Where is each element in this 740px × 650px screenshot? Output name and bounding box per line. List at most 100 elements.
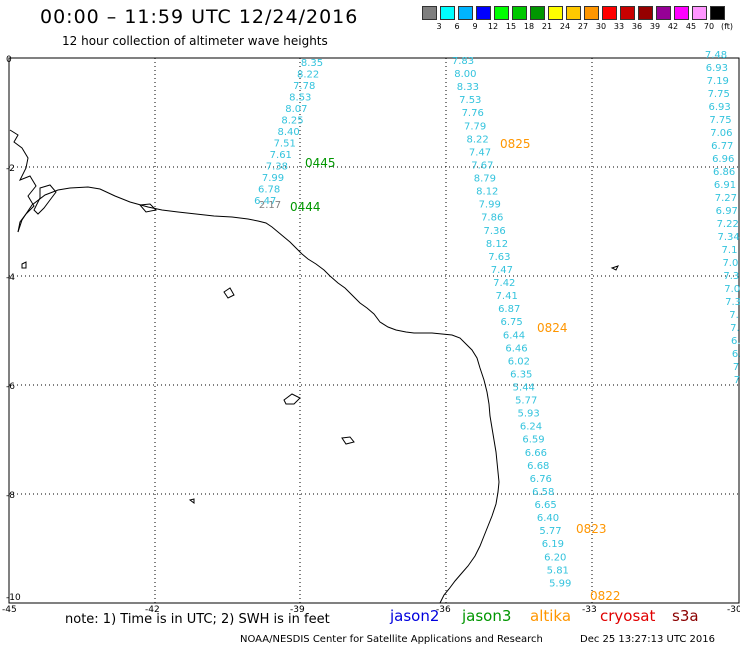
island-1	[223, 287, 235, 299]
swh-value: 8.53	[289, 93, 311, 104]
swh-value: 8.79	[474, 174, 496, 185]
satellite-legend-s3a: s3a	[672, 607, 699, 625]
swh-value: 7.41	[496, 291, 518, 302]
grid-lines	[9, 58, 739, 603]
scale-swatch	[548, 6, 563, 20]
map-subtitle: 12 hour collection of altimeter wave hei…	[62, 34, 328, 48]
swh-value: 5.81	[547, 565, 569, 576]
bay-islands	[33, 184, 158, 215]
swh-value: 5.99	[549, 578, 571, 589]
swh-value: 7.	[733, 362, 740, 373]
lat-label: -10	[6, 593, 21, 603]
swh-value: 8.12	[486, 239, 508, 250]
swh-value: 8.22	[297, 70, 319, 81]
swh-value: 6.47	[254, 196, 276, 207]
note-text: note: 1) Time is in UTC; 2) SWH is in fe…	[65, 612, 330, 627]
altimeter-tracks: 8.358.227.788.538.078.258.407.517.617.38…	[254, 50, 740, 589]
axis-labels: 0 -2 -4 -6 -8 -10 -45 -42 -39 -36 -33 -30	[2, 55, 740, 615]
scale-swatch	[458, 6, 473, 20]
swh-value: 7.99	[479, 200, 501, 211]
island-4	[188, 498, 195, 504]
swh-value: 7.3	[725, 297, 740, 308]
island-5	[610, 265, 619, 271]
swh-value: 7.79	[464, 121, 486, 132]
swh-value: 6.35	[510, 369, 532, 380]
swh-value: 7.47	[469, 147, 491, 158]
swh-value: 7.	[729, 310, 739, 321]
swh-value: 7.86	[481, 213, 503, 224]
swh-value: 8.12	[476, 187, 498, 198]
scale-label: 42	[667, 22, 679, 31]
scale-label: 39	[649, 22, 661, 31]
scale-swatch	[584, 6, 599, 20]
swh-value: 7.06	[710, 128, 732, 139]
scale-label: 12	[487, 22, 499, 31]
scale-label: 24	[559, 22, 571, 31]
swh-value: 8.25	[281, 116, 303, 127]
swh-value: 6.59	[522, 435, 544, 446]
scale-swatch	[422, 6, 437, 20]
satellite-legend-jason3: jason3	[462, 607, 512, 625]
swh-value: 6.75	[500, 317, 522, 328]
scale-label: 45	[685, 22, 697, 31]
scale-swatch	[692, 6, 707, 20]
scale-label: 36	[631, 22, 643, 31]
lat-label: -6	[6, 382, 15, 392]
swh-value: 7.42	[493, 278, 515, 289]
swh-value: 8.00	[454, 69, 476, 80]
scale-label: 21	[541, 22, 553, 31]
swh-value: 6.96	[712, 154, 734, 165]
swh-value: 6.	[732, 349, 740, 360]
credit-text: NOAA/NESDIS Center for Satellite Applica…	[240, 634, 543, 645]
island-3	[341, 436, 355, 445]
swh-value: 7.67	[471, 161, 493, 172]
lat-label: -2	[6, 164, 15, 174]
swh-value: 6.68	[527, 461, 549, 472]
swh-value: 8.22	[466, 134, 488, 145]
lon-label: -39	[290, 605, 305, 615]
scale-swatch	[530, 6, 545, 20]
swh-value: 6.76	[530, 474, 552, 485]
scale-swatch	[674, 6, 689, 20]
pass-time-label: 0824	[537, 321, 568, 335]
scale-label: 9	[472, 22, 478, 31]
scale-label: (ft)	[720, 22, 734, 31]
scale-swatch	[476, 6, 491, 20]
pass-time-label: 0825	[500, 137, 531, 151]
scale-label: 70	[703, 22, 715, 31]
swh-value: 6.93	[706, 63, 728, 74]
swh-value: 7.51	[274, 139, 296, 150]
lat-label: -8	[6, 491, 15, 501]
scale-label: 33	[613, 22, 625, 31]
swh-value: 5.44	[513, 383, 535, 394]
map-frame	[8, 57, 740, 604]
swh-value: 7.36	[483, 226, 505, 237]
swh-value: 7.	[734, 375, 740, 386]
swh-value: 7.19	[707, 76, 729, 87]
swh-value: 8.07	[285, 104, 307, 115]
swh-value: 6.93	[708, 102, 730, 113]
scale-label: 6	[454, 22, 460, 31]
swh-value: 6.19	[542, 539, 564, 550]
scale-swatch	[710, 6, 725, 20]
map-title: 00:00 – 11:59 UTC 12/24/2016	[40, 6, 359, 28]
swh-value: 7.0	[722, 258, 738, 269]
swh-value: 8.35	[301, 58, 323, 69]
swh-value: 7.83	[452, 56, 474, 67]
scale-swatch	[638, 6, 653, 20]
pass-time-label: 0823	[576, 522, 607, 536]
swh-value: 6.40	[537, 513, 559, 524]
swh-value: 7.38	[266, 162, 288, 173]
scale-label: 30	[595, 22, 607, 31]
swh-value: 2.17	[259, 200, 281, 211]
swh-value: 7.27	[715, 193, 737, 204]
swh-value: 6.20	[544, 552, 566, 563]
swh-value: 6.02	[508, 356, 530, 367]
swh-value: 7.61	[270, 150, 292, 161]
lat-label: -4	[6, 273, 15, 283]
swh-value: 7.75	[709, 115, 731, 126]
island-2	[283, 393, 301, 405]
swh-value: 7.34	[717, 232, 739, 243]
swh-value: 7.47	[491, 265, 513, 276]
